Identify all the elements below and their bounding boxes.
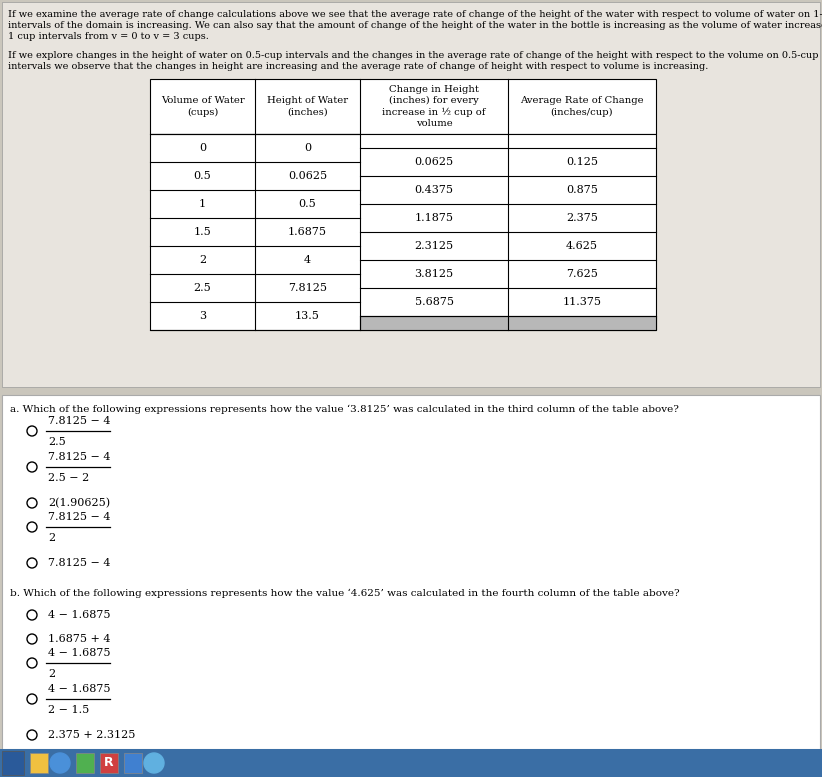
Circle shape	[27, 522, 37, 532]
Circle shape	[27, 426, 37, 436]
Circle shape	[27, 558, 37, 568]
Text: 2.375: 2.375	[566, 213, 598, 223]
Text: 0: 0	[304, 143, 311, 153]
Text: 2.5: 2.5	[48, 437, 66, 447]
Bar	[30, 753, 48, 773]
Text: Volume of Water
(cups): Volume of Water (cups)	[160, 96, 244, 117]
Circle shape	[50, 753, 70, 773]
Text: Average Rate of Change
(inches/cup): Average Rate of Change (inches/cup)	[520, 96, 644, 117]
Bar	[2, 751, 24, 775]
Bar	[2, 2, 820, 387]
Text: 4.625: 4.625	[566, 241, 598, 251]
Text: 2(1.90625): 2(1.90625)	[48, 498, 110, 508]
Text: 1.1875: 1.1875	[414, 213, 454, 223]
Text: 4 − 1.6875: 4 − 1.6875	[48, 684, 110, 694]
Text: 4: 4	[304, 255, 311, 265]
Text: 0.875: 0.875	[566, 185, 598, 195]
Text: 2: 2	[199, 255, 206, 265]
Bar	[150, 79, 656, 134]
Text: 11.375: 11.375	[562, 297, 602, 307]
Text: 0.125: 0.125	[566, 157, 598, 167]
Text: 7.8125 − 4: 7.8125 − 4	[48, 558, 110, 568]
Text: 7.8125 − 4: 7.8125 − 4	[48, 512, 110, 522]
Text: 1.6875: 1.6875	[288, 227, 327, 237]
Text: 5.6875: 5.6875	[414, 297, 454, 307]
Bar	[76, 753, 94, 773]
Text: 2 − 1.5: 2 − 1.5	[48, 705, 90, 715]
Circle shape	[144, 753, 164, 773]
Bar	[124, 753, 142, 773]
Circle shape	[27, 658, 37, 668]
Text: 2.3125: 2.3125	[414, 241, 454, 251]
Circle shape	[27, 634, 37, 644]
Circle shape	[27, 462, 37, 472]
Text: 2.375 + 2.3125: 2.375 + 2.3125	[48, 730, 136, 740]
Text: a. Which of the following expressions represents how the value ‘3.8125’ was calc: a. Which of the following expressions re…	[10, 405, 679, 414]
Text: 7.8125: 7.8125	[288, 283, 327, 293]
Bar	[100, 753, 118, 773]
Text: 4 − 1.6875: 4 − 1.6875	[48, 610, 110, 620]
Text: 13.5: 13.5	[295, 311, 320, 321]
Circle shape	[27, 610, 37, 620]
Bar	[150, 134, 656, 330]
Text: 3.8125: 3.8125	[414, 269, 454, 279]
Text: b. Which of the following expressions represents how the value ‘4.625’ was calcu: b. Which of the following expressions re…	[10, 589, 680, 598]
Text: 7.8125 − 4: 7.8125 − 4	[48, 452, 110, 462]
Text: intervals we observe that the changes in height are increasing and the average r: intervals we observe that the changes in…	[8, 62, 709, 71]
Circle shape	[27, 730, 37, 740]
Text: 1 cup intervals from v = 0 to v = 3 cups.: 1 cup intervals from v = 0 to v = 3 cups…	[8, 32, 209, 41]
Text: 7.8125 − 4: 7.8125 − 4	[48, 416, 110, 426]
Text: 7.625: 7.625	[566, 269, 598, 279]
Text: 1.6875 + 4: 1.6875 + 4	[48, 634, 110, 644]
Text: Height of Water
(inches): Height of Water (inches)	[267, 96, 348, 117]
Text: 0: 0	[199, 143, 206, 153]
Text: 2.5 − 2: 2.5 − 2	[48, 473, 90, 483]
Circle shape	[27, 694, 37, 704]
Text: Change in Height
(inches) for every
increase in ½ cup of
volume: Change in Height (inches) for every incr…	[382, 85, 486, 128]
Text: 0.4375: 0.4375	[414, 185, 454, 195]
Text: 2: 2	[48, 533, 55, 543]
Text: 0.0625: 0.0625	[414, 157, 454, 167]
Text: If we explore changes in the height of water on 0.5-cup intervals and the change: If we explore changes in the height of w…	[8, 51, 819, 60]
Text: 4 − 1.6875: 4 − 1.6875	[48, 648, 110, 658]
Text: 2.5: 2.5	[194, 283, 211, 293]
Text: 0.5: 0.5	[194, 171, 211, 181]
Bar	[0, 749, 822, 777]
Bar	[2, 395, 820, 749]
Text: R: R	[104, 757, 113, 769]
Text: 3: 3	[199, 311, 206, 321]
Text: 1: 1	[199, 199, 206, 209]
Circle shape	[27, 498, 37, 508]
Text: intervals of the domain is increasing. We can also say that the amount of change: intervals of the domain is increasing. W…	[8, 21, 822, 30]
Text: If we examine the average rate of change calculations above we see that the aver: If we examine the average rate of change…	[8, 10, 822, 19]
Bar	[360, 316, 656, 330]
Text: 0.5: 0.5	[298, 199, 316, 209]
Text: 0.0625: 0.0625	[288, 171, 327, 181]
Text: 2: 2	[48, 669, 55, 679]
Text: 1.5: 1.5	[194, 227, 211, 237]
